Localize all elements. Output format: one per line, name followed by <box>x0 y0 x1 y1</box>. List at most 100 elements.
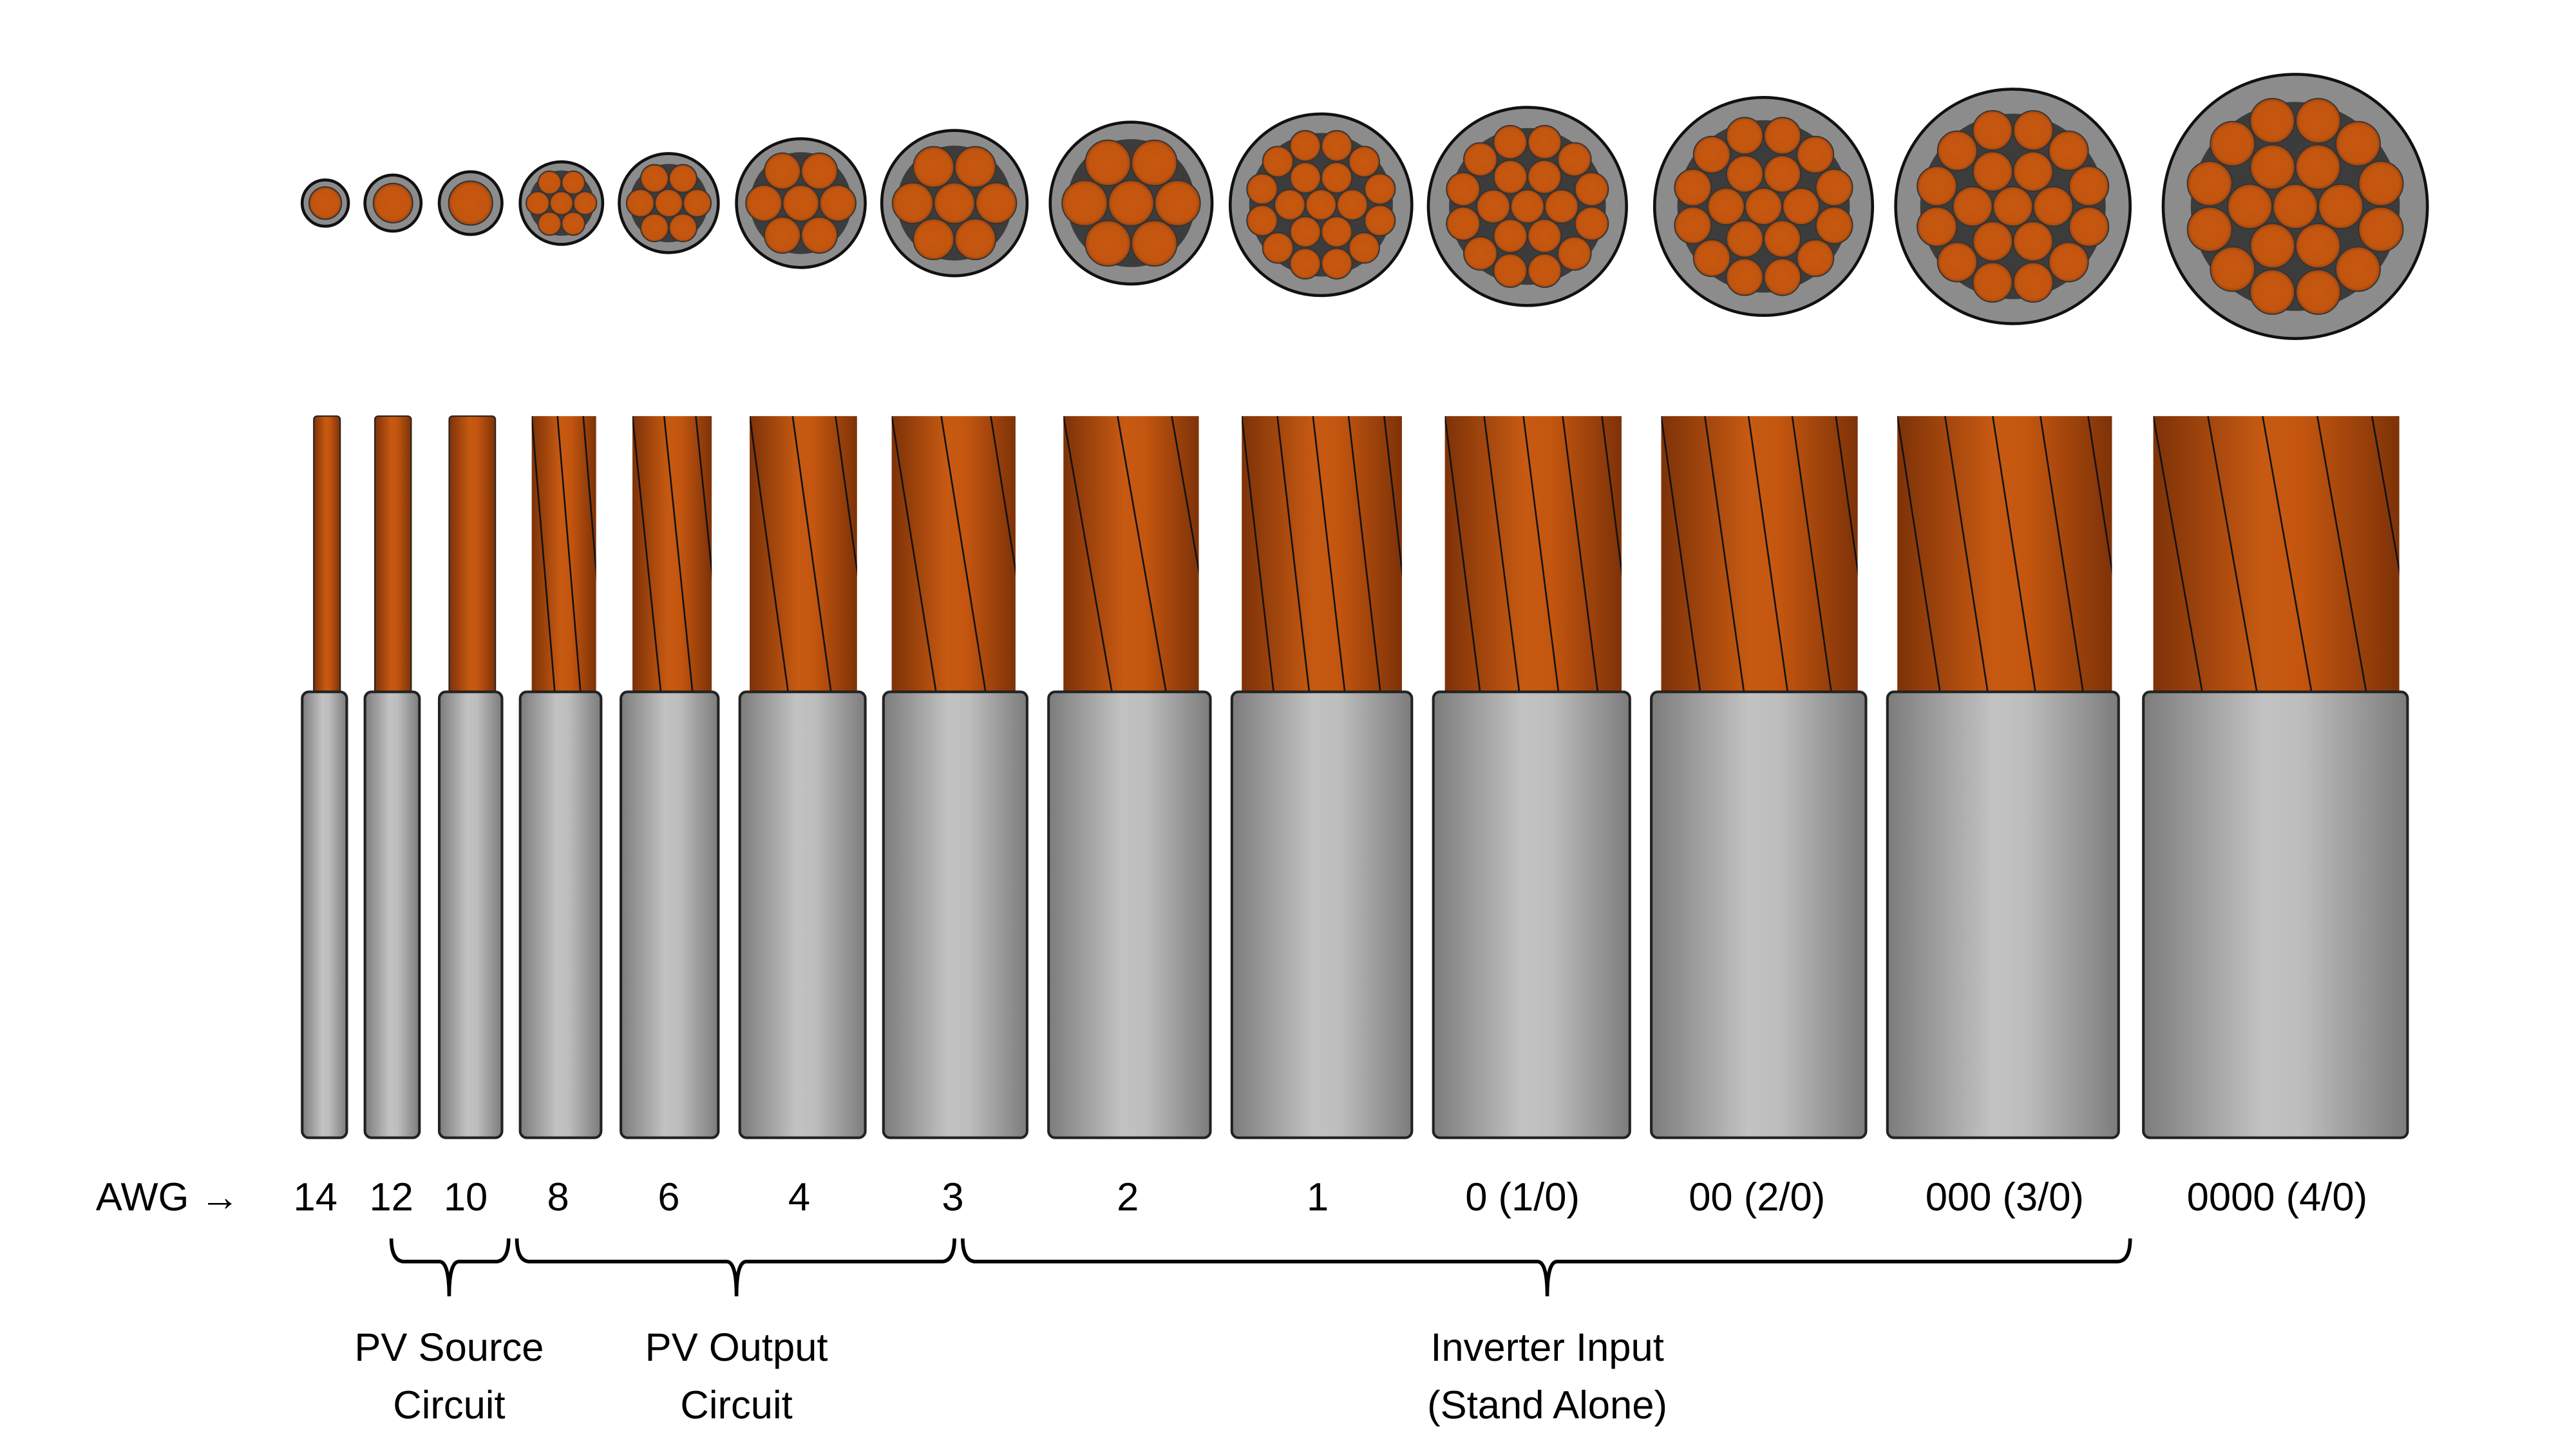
strand-line <box>1618 416 1657 694</box>
strand-lines <box>531 416 632 694</box>
strand <box>2249 269 2295 315</box>
strand-line <box>1944 416 1989 694</box>
gauge-label: 0000 (4/0) <box>2187 1175 2367 1219</box>
copper-conductor <box>891 416 1016 697</box>
group-braces: PV Source Circuit PV Output Circuit Inverter… <box>354 1238 2132 1428</box>
strand <box>1527 218 1562 254</box>
group-0: PV Source Circuit <box>354 1238 544 1428</box>
wire-side-view-9 <box>1432 416 1631 1139</box>
gauge-label: 2 <box>1117 1175 1139 1219</box>
gauge-label: 12 <box>369 1175 413 1219</box>
strand <box>1493 159 1528 194</box>
strand <box>2048 242 2089 283</box>
strand <box>2186 206 2233 252</box>
strand <box>975 182 1018 224</box>
strand <box>1527 253 1562 289</box>
strand <box>1972 261 2013 303</box>
strand <box>1446 206 1481 242</box>
strand <box>1692 135 1731 174</box>
strand <box>1463 236 1498 271</box>
strand-line <box>1483 416 1520 694</box>
cross-section-1 <box>363 173 423 233</box>
cross-section-2 <box>437 170 504 236</box>
strand <box>1262 146 1294 178</box>
copper-conductor <box>632 416 712 697</box>
cross-section-8 <box>1228 112 1414 298</box>
cross-sections <box>300 73 2429 340</box>
wire-side-view-6 <box>882 416 1028 1139</box>
strand <box>1289 247 1321 279</box>
group-label-line2: Circuit <box>393 1383 505 1428</box>
strand <box>561 211 586 236</box>
cross-section-3 <box>518 160 605 246</box>
strand <box>1084 139 1132 187</box>
strand <box>526 191 550 216</box>
strand <box>2227 184 2273 229</box>
strand <box>654 188 683 218</box>
strand <box>1763 117 1802 155</box>
strand <box>2012 109 2054 151</box>
strand <box>2032 185 2074 227</box>
conductor <box>448 180 493 226</box>
strand-line <box>1206 416 1238 694</box>
group-label-line1: PV Output <box>645 1325 828 1370</box>
strand <box>2272 184 2318 229</box>
strand-line <box>1897 416 1942 694</box>
strand-lines <box>1206 416 1402 694</box>
strand <box>1527 159 1562 194</box>
strand <box>1707 187 1745 225</box>
insulation-jacket <box>1432 690 1631 1139</box>
group-label-line1: PV Source <box>354 1325 544 1370</box>
strand-line <box>1276 416 1311 694</box>
cross-section-9 <box>1426 106 1628 307</box>
strand-line <box>609 416 632 694</box>
strand-line <box>1522 416 1560 694</box>
strand <box>1061 180 1108 227</box>
strand <box>1574 171 1609 207</box>
cross-section-7 <box>1048 120 1214 286</box>
cross-section-12 <box>2161 73 2429 340</box>
copper-conductor <box>2153 416 2400 697</box>
strand <box>2012 221 2054 262</box>
strand <box>1674 206 1712 245</box>
strand <box>668 164 698 193</box>
gauge-label: 8 <box>547 1175 569 1219</box>
strand <box>1952 185 1993 227</box>
strand-line <box>2087 416 2112 576</box>
insulation-jacket <box>438 690 504 1139</box>
insulation-jacket <box>738 690 867 1139</box>
copper-conductor <box>1063 416 1199 697</box>
strand <box>1320 162 1353 194</box>
insulation-jacket <box>1230 690 1414 1139</box>
strand-line <box>1747 416 1789 694</box>
strand-line <box>1992 416 2037 694</box>
wire-side-view-12 <box>2142 416 2409 1139</box>
strand-line <box>2207 416 2259 694</box>
strand <box>913 146 955 188</box>
strand <box>2249 144 2296 190</box>
copper-conductor <box>313 415 341 698</box>
strand <box>639 164 669 193</box>
strand <box>1348 232 1380 264</box>
strand <box>954 218 996 260</box>
insulation-jacket <box>518 690 603 1139</box>
copper-conductor <box>448 415 497 698</box>
strand <box>1246 204 1278 237</box>
strand <box>1305 189 1337 221</box>
strand-line <box>1661 416 1701 694</box>
strand-line <box>2040 416 2085 694</box>
wire-side-views <box>301 415 2409 1139</box>
strand <box>573 191 598 216</box>
strand-line <box>750 416 790 694</box>
wire-side-view-10 <box>1618 416 1868 1139</box>
strand <box>2295 223 2341 269</box>
strand <box>1725 117 1764 155</box>
strand <box>1493 218 1528 254</box>
strand <box>1289 216 1321 248</box>
strand <box>2069 206 2110 247</box>
strand <box>933 182 976 224</box>
insulation-jacket <box>301 690 348 1139</box>
strand <box>2012 151 2054 192</box>
strand <box>2358 160 2404 207</box>
